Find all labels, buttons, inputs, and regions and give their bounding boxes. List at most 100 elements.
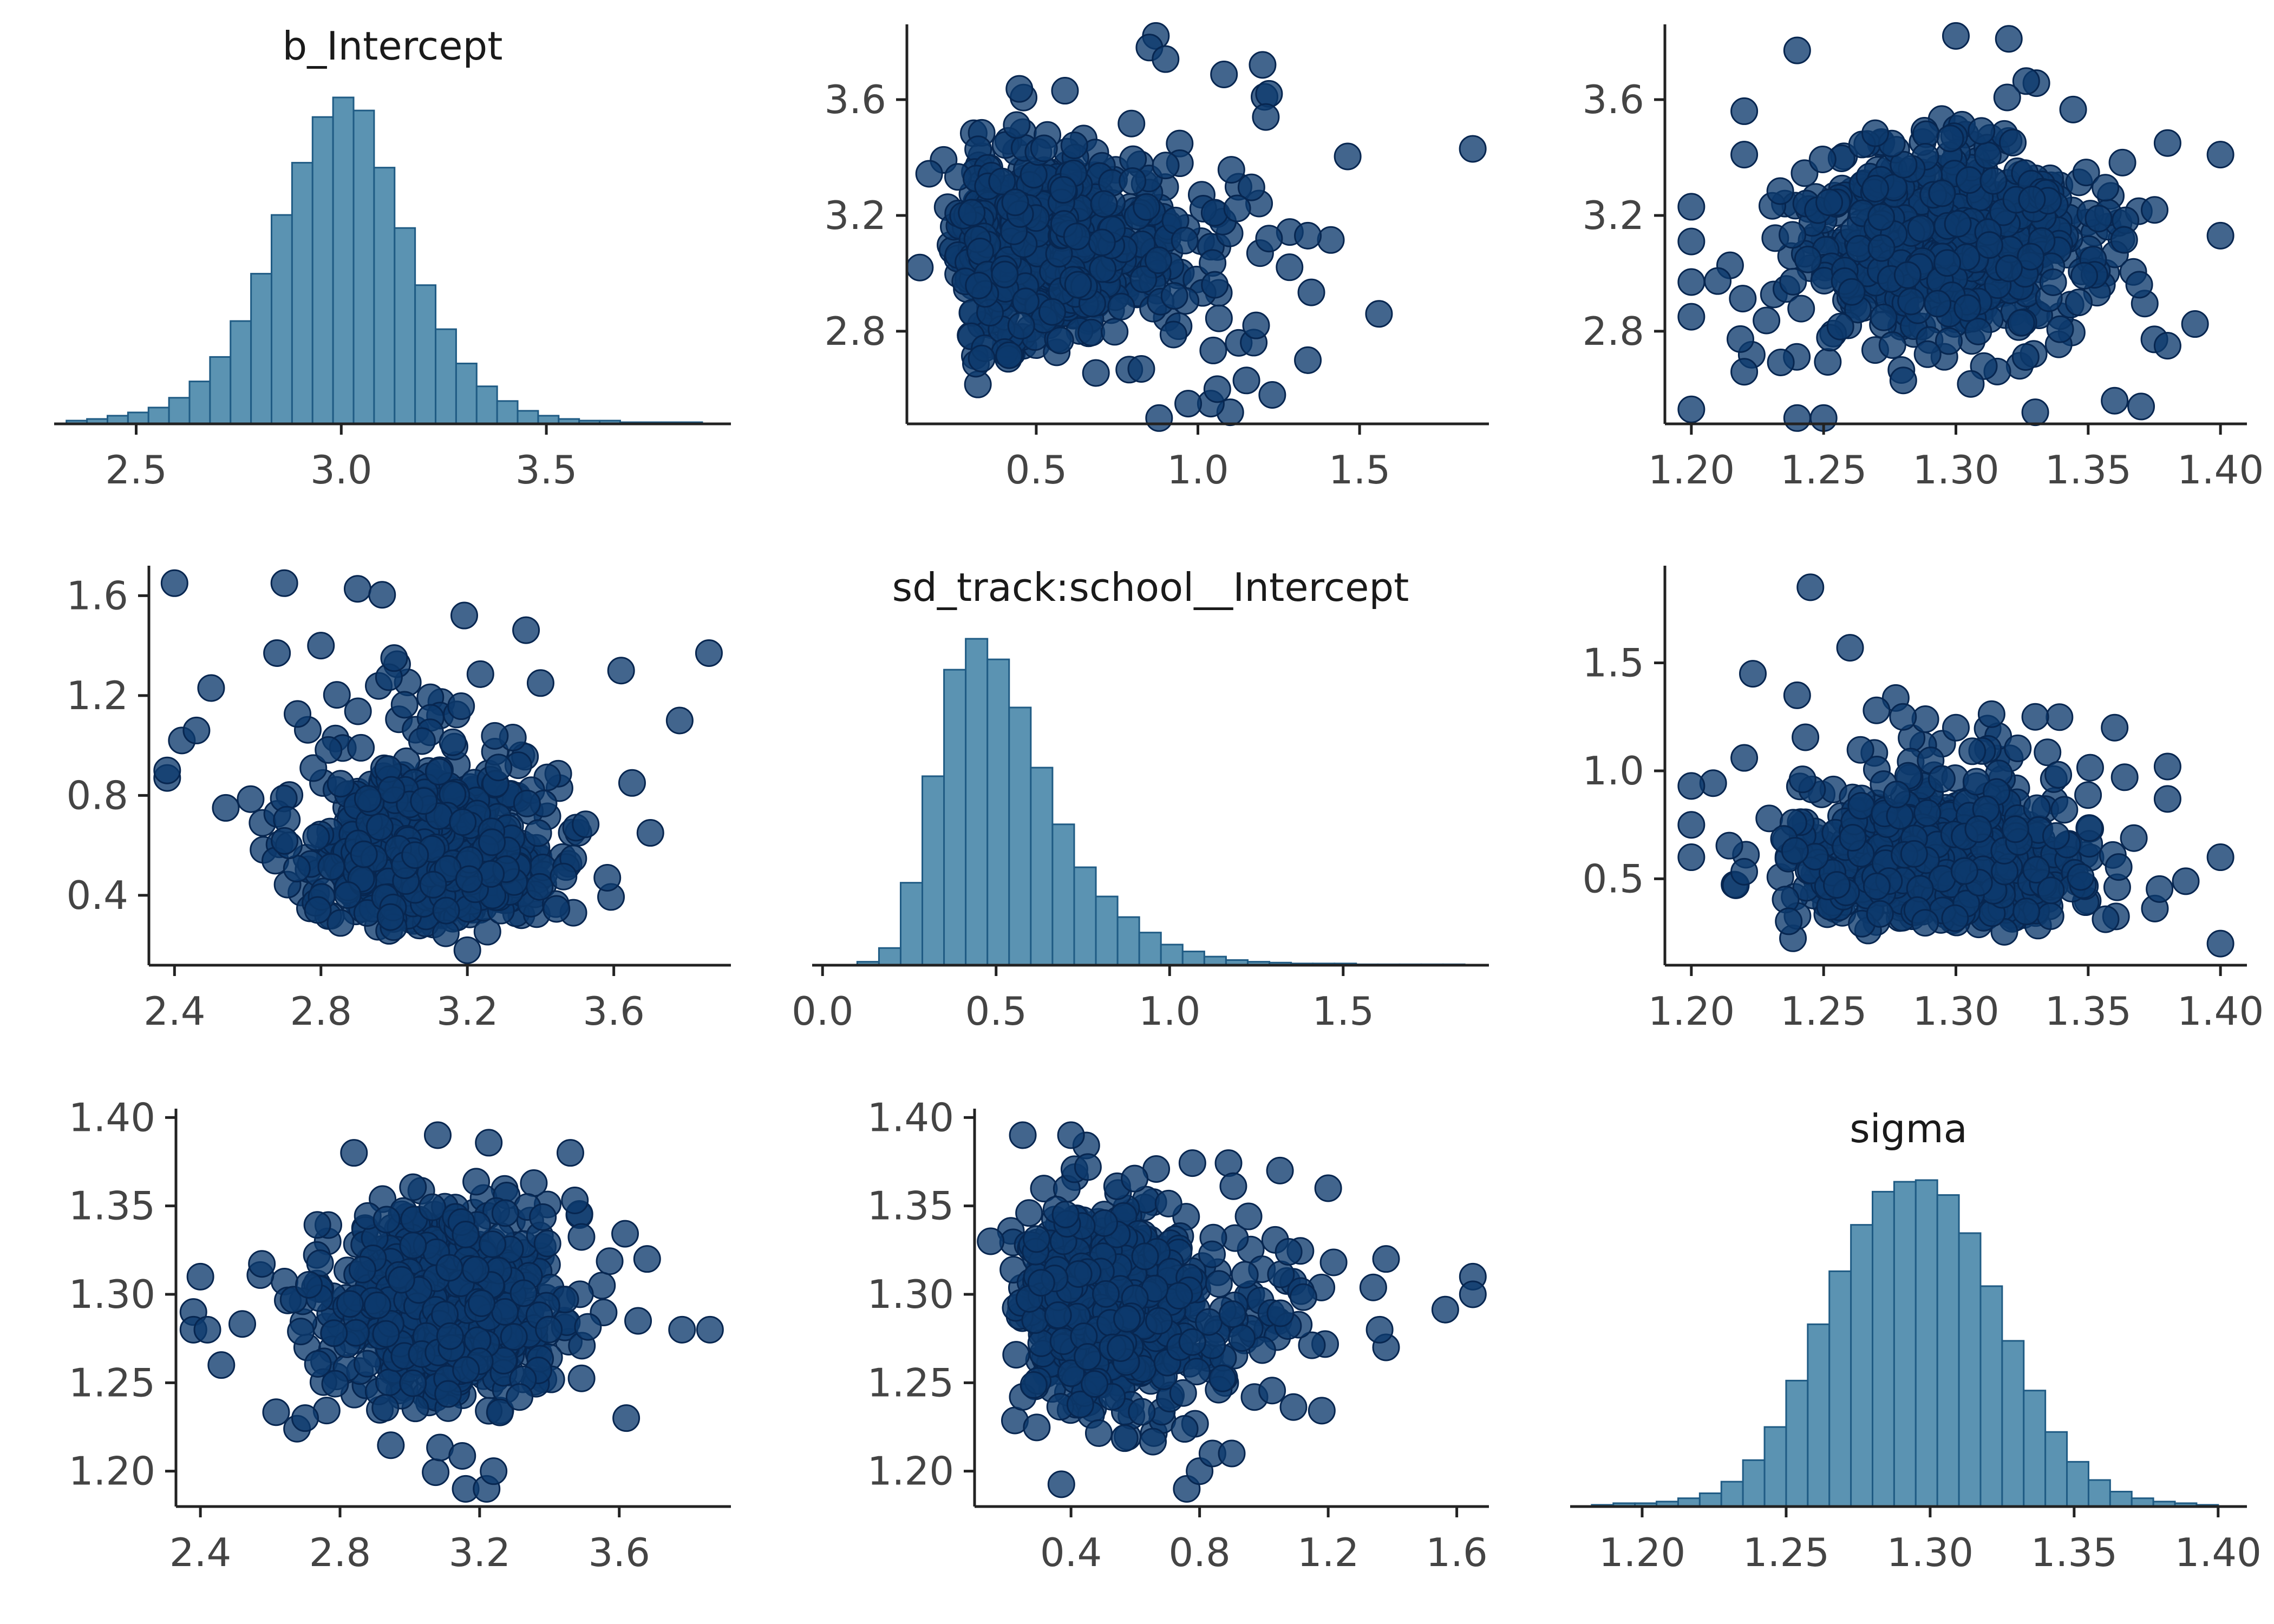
- scatter-point: [2206, 141, 2234, 169]
- scatter-point: [315, 736, 343, 764]
- histogram-bar: [475, 385, 498, 425]
- scatter-point: [303, 1211, 331, 1239]
- scatter-point: [248, 1250, 276, 1278]
- histogram-bar: [291, 162, 313, 425]
- scatter-point: [1169, 1379, 1197, 1407]
- x-tick-label: 1.20: [1648, 447, 1735, 493]
- scatter-point: [197, 674, 225, 702]
- scatter-point: [1796, 573, 1825, 601]
- scatter-point: [572, 810, 600, 839]
- scatter-point: [533, 1229, 561, 1258]
- scatter-point: [633, 1245, 661, 1273]
- x-tick-label: 3.6: [583, 988, 645, 1034]
- scatter-point: [2105, 853, 2133, 881]
- scatter-point: [377, 776, 406, 804]
- scatter-point: [153, 756, 181, 784]
- scatter-point: [1913, 799, 1942, 827]
- scatter-point: [965, 271, 993, 299]
- scatter-point: [968, 344, 996, 372]
- scatter-point: [344, 697, 372, 725]
- scatter-point: [1009, 1121, 1037, 1149]
- histogram-bar: [1008, 706, 1032, 966]
- histogram-bar: [1936, 1194, 1960, 1508]
- scatter-point: [1979, 167, 2008, 195]
- histogram-bar: [1763, 1426, 1787, 1508]
- scatter-point: [1935, 327, 1963, 355]
- scatter-point: [1779, 221, 1807, 249]
- scatter-point: [574, 1313, 602, 1341]
- scatter-point: [1913, 340, 1942, 368]
- y-tick-label: 3.6: [824, 77, 886, 122]
- scatter-point: [2101, 387, 2129, 415]
- scatter-point: [1219, 1172, 1247, 1200]
- scatter-point: [1677, 303, 1706, 331]
- x-tick-label: 2.4: [169, 1530, 232, 1575]
- scatter-point: [1459, 1280, 1487, 1308]
- scatter-point: [1781, 836, 1809, 865]
- scatter-point: [1208, 1364, 1237, 1392]
- histogram-bar: [414, 284, 437, 425]
- histogram-bar: [1720, 1481, 1744, 1508]
- scatter-point: [665, 706, 694, 735]
- scatter-point: [462, 1168, 491, 1196]
- histogram-bar: [986, 658, 1010, 966]
- scatter-point: [1002, 1341, 1030, 1369]
- y-tick-label: 1.20: [867, 1449, 954, 1494]
- scatter-point: [1846, 736, 1874, 764]
- histogram-bar: [922, 775, 945, 966]
- y-tick-label: 1.20: [69, 1449, 155, 1494]
- scatter-point: [475, 1129, 503, 1157]
- scatter-point: [2076, 754, 2104, 782]
- scatter-point: [372, 1320, 400, 1348]
- scatter-point: [419, 1193, 447, 1221]
- x-tick-label: 1.25: [1743, 1530, 1829, 1575]
- y-tick-label: 0.8: [66, 772, 128, 818]
- scatter-point: [1838, 278, 1866, 306]
- histogram-bar: [1958, 1232, 1982, 1508]
- scatter-point: [455, 865, 483, 893]
- scatter-point: [1677, 227, 1706, 256]
- x-tick-label: 3.2: [449, 1530, 511, 1575]
- scatter-point: [452, 1356, 480, 1384]
- histogram-bar: [1785, 1379, 1809, 1508]
- histogram-bar: [1051, 823, 1075, 966]
- scatter-point: [491, 1199, 519, 1227]
- scatter-point: [1974, 141, 2002, 169]
- scatter-point: [1911, 909, 1939, 937]
- scatter-point: [2153, 129, 2181, 157]
- scatter-point: [1107, 292, 1135, 320]
- scatter-point: [1941, 904, 1969, 932]
- scatter-point: [543, 895, 571, 923]
- scatter-point: [1975, 231, 2003, 259]
- scatter-point: [1249, 51, 1277, 79]
- scatter-point: [1753, 306, 1781, 335]
- scatter-point: [1289, 1283, 1317, 1311]
- scatter-point: [1677, 268, 1706, 296]
- histogram-bar: [1914, 1179, 1938, 1508]
- scatter-point: [1836, 634, 1864, 662]
- scatter-point: [317, 853, 345, 881]
- histogram-bar: [455, 362, 478, 425]
- histogram-bar: [1073, 866, 1097, 966]
- scatter-point: [1775, 907, 1803, 935]
- scatter-point: [1223, 194, 1251, 222]
- scatter-point: [1231, 1261, 1259, 1289]
- scatter-point: [1005, 75, 1034, 103]
- scatter-point: [2127, 392, 2155, 421]
- scatter-point: [1237, 173, 1265, 201]
- scatter-point: [524, 819, 552, 847]
- scatter-point: [1092, 1280, 1120, 1308]
- scatter-point: [1242, 311, 1270, 339]
- scatter-point: [2206, 929, 2234, 958]
- scatter-point: [376, 903, 404, 931]
- scatter-point: [1038, 298, 1066, 326]
- scatter-point: [1174, 390, 1203, 418]
- y-tick-label: 1.5: [1582, 640, 1644, 686]
- scatter-point: [1866, 900, 1894, 928]
- scatter-point: [1144, 246, 1172, 274]
- x-tick-label: 1.25: [1780, 988, 1867, 1034]
- scatter-point: [1145, 1307, 1173, 1335]
- scatter-point: [520, 1169, 548, 1197]
- histogram-bar: [230, 320, 252, 425]
- scatter-point: [1953, 294, 1982, 322]
